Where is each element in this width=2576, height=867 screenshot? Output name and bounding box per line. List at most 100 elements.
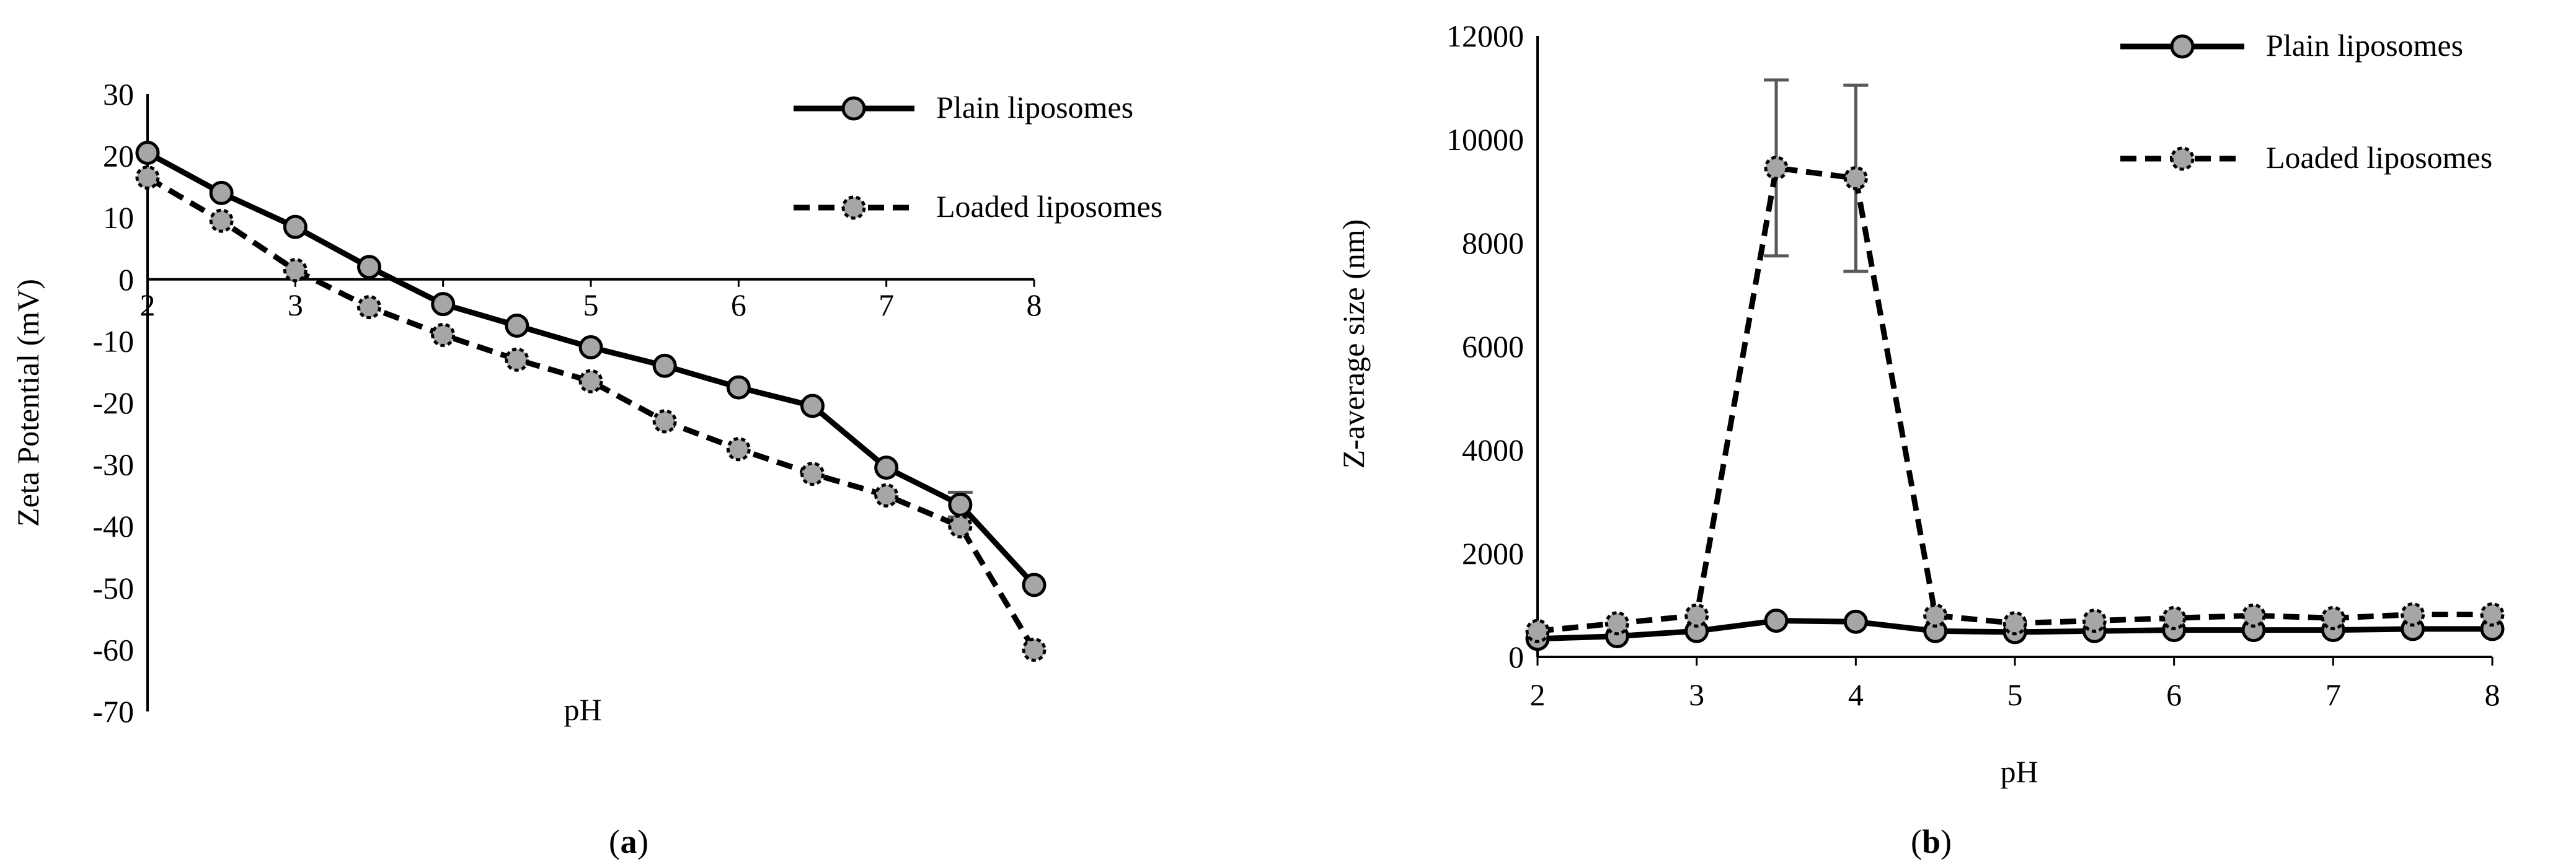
chart-a-y-tick-label: -20 [92,385,134,420]
chart-a-point-plain [283,214,308,239]
chart-a-series-line-plain [146,150,1037,587]
chart-b-point-loaded [2241,603,2266,628]
chart-a-y-tick-label: 10 [103,200,134,235]
chart-b-y-tick-label: 8000 [1462,226,1524,260]
chart-panel-b: 0 2000 4000 6000 8000 10000 12000 2 3 4 5 6 7 8 Z-av… [1336,19,2505,789]
chart-b-point-loaded [2321,605,2345,630]
chart-a-legend-plain-label: Plain liposomes [936,90,1133,125]
chart-a-point-plain [135,141,160,165]
chart-b-point-loaded [2162,605,2187,630]
chart-a-x-tick-label: 3 [288,288,303,322]
chart-a-point-loaded [135,165,160,190]
chart-a-point-loaded [209,208,234,233]
chart-a-point-plain [209,180,234,205]
chart-a-point-plain [431,292,456,317]
chart-a-y-tick-label: -30 [92,447,134,482]
chart-a-series-line-loaded [146,175,1037,651]
chart-b-x-tick-label: 5 [2007,677,2023,712]
chart-a-point-plain [874,456,899,480]
chart-b-point-plain [1843,609,1868,634]
chart-b-point-loaded [2401,602,2425,627]
chart-b-x-axis-label: pH [2000,754,2038,789]
chart-a-y-tick-label: -70 [92,694,134,729]
chart-a-y-tick-label: 20 [103,139,134,174]
chart-b-x-tick-label: 2 [1530,677,1546,712]
chart-b-y-tick-label: 12000 [1446,19,1524,53]
chart-b-point-loaded [1684,603,1709,628]
chart-a-y-tick-labels: 30 20 10 0 -10 -20 -30 -40 -50 -60 -70 [92,77,134,729]
chart-b-x-tick-label: 3 [1689,677,1704,712]
chart-b-point-loaded [1923,603,1948,628]
panel-b-caption-letter: b [1922,823,1941,860]
chart-b-series-lines [1537,165,2492,642]
chart-a-point-loaded [874,483,899,508]
chart-a-point-plain [505,314,529,338]
chart-b-y-tick-label: 2000 [1462,536,1524,571]
chart-a-point-loaded [578,369,603,394]
chart-b-axes [1536,36,2492,658]
chart-a-point-loaded [505,347,529,372]
chart-b-data-points [1525,156,2505,651]
chart-a-point-loaded [948,514,973,539]
chart-b-point-loaded [1525,618,1550,643]
chart-b-point-loaded [1843,166,1868,191]
chart-b-x-tick-label: 4 [1848,677,1864,712]
chart-b-point-loaded [2480,602,2505,627]
chart-a-y-tick-label: -60 [92,632,134,667]
chart-a-axes [146,94,1034,711]
chart-a-legend-loaded-label: Loaded liposomes [936,189,1162,224]
chart-b-y-tick-label: 10000 [1446,122,1524,157]
svg-text:(: ( [609,823,620,860]
panel-a-caption-letter: a [621,823,637,860]
chart-a-legend-plain-marker [841,96,866,121]
chart-b-point-loaded [2082,609,2107,633]
panel-b-caption: ( b ) [1911,823,1952,860]
chart-b-series-line-loaded [1537,165,2492,634]
chart-a-x-tick-label: 2 [140,288,156,322]
chart-a-legend-loaded-marker [841,195,866,220]
chart-b-point-loaded [1604,611,1629,636]
chart-a-series-lines [146,150,1037,651]
chart-a-point-plain [652,353,677,378]
chart-a-y-axis-label: Zeta Potential (mV) [11,279,45,527]
chart-b-point-loaded [1764,156,1789,180]
chart-a-y-tick-label: 0 [118,262,134,297]
chart-b-x-tick-label: 7 [2326,677,2341,712]
chart-a-point-loaded [1022,637,1047,662]
chart-b-x-tick-labels: 2 3 4 5 6 7 8 [1530,657,2500,712]
chart-b-y-tick-labels: 0 2000 4000 6000 8000 10000 12000 [1446,19,1524,674]
chart-a-legend: Plain liposomes Loaded liposomes [794,90,1162,224]
chart-a-x-axis-label: pH [564,692,601,727]
chart-a-point-plain [578,335,603,359]
chart-b-x-tick-label: 8 [2485,677,2500,712]
chart-b-point-loaded [2003,611,2027,636]
chart-b-y-axis-label: Z-average size (nm) [1336,219,1371,469]
chart-a-point-loaded [800,462,825,486]
chart-b-legend-plain-marker [2170,34,2195,59]
chart-a-x-tick-label: 6 [731,288,746,322]
chart-a-x-tick-label: 5 [583,288,599,322]
chart-b-y-tick-label: 0 [1508,640,1524,674]
chart-b-y-tick-label: 6000 [1462,329,1524,364]
chart-b-y-tick-label: 4000 [1462,433,1524,467]
chart-a-point-plain [726,375,751,400]
chart-a-point-loaded [726,437,751,462]
panel-a-caption: ( a ) [609,823,648,860]
svg-text:): ) [1941,823,1952,860]
chart-a-y-tick-label: -40 [92,509,134,544]
svg-text:(: ( [1911,823,1922,860]
chart-b-legend-plain-label: Plain liposomes [2266,28,2463,63]
chart-a-point-loaded [283,258,308,283]
chart-a-point-loaded [652,409,677,434]
chart-b-point-plain [1764,609,1789,633]
chart-b-x-tick-label: 6 [2166,677,2182,712]
chart-a-data-points [135,141,1047,662]
chart-a-point-plain [800,394,825,418]
chart-b-legend: Plain liposomes Loaded liposomes [2120,28,2492,175]
chart-b-legend-loaded-marker [2170,146,2195,171]
chart-b-legend-loaded-label: Loaded liposomes [2266,140,2492,175]
chart-a-y-tick-label: -10 [92,323,134,358]
chart-a-x-tick-label: 7 [879,288,894,322]
